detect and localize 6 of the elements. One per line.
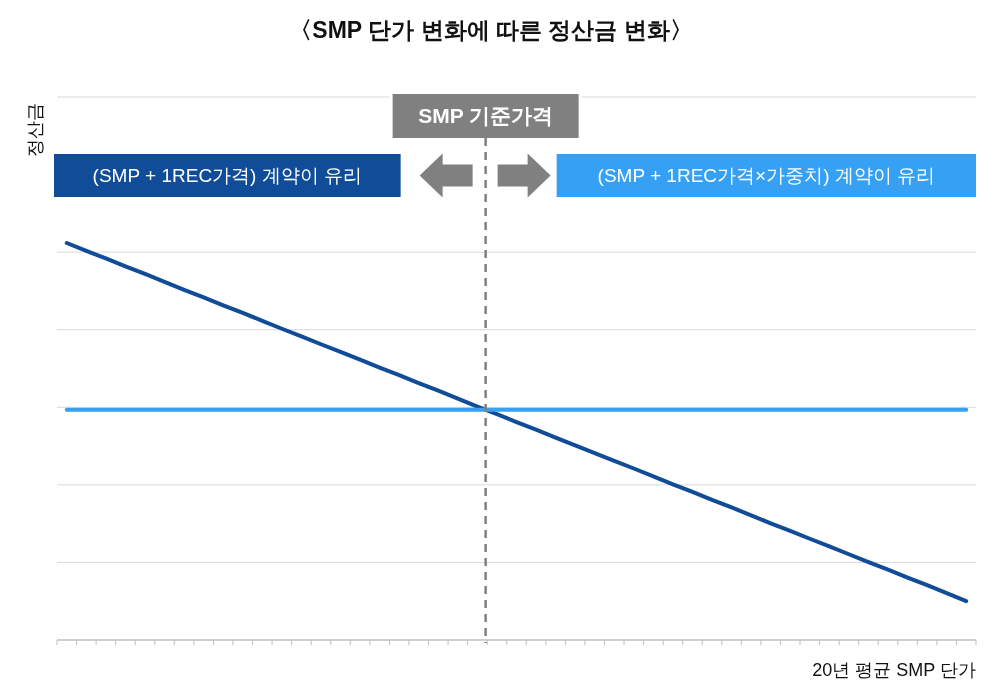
chart-title: 〈SMP 단가 변화에 따른 정산금 변화〉 xyxy=(289,17,693,43)
text: (SMP + 1REC가격) 계약이 유리 xyxy=(92,165,363,187)
text: SMP 기준가격 xyxy=(418,104,554,128)
y-axis-title: 정산금 xyxy=(25,103,45,157)
x-axis-title: 20년 평균 SMP 단가 xyxy=(812,660,976,680)
text: (SMP + 1REC가격×가중치) 계약이 유리 xyxy=(597,165,936,187)
